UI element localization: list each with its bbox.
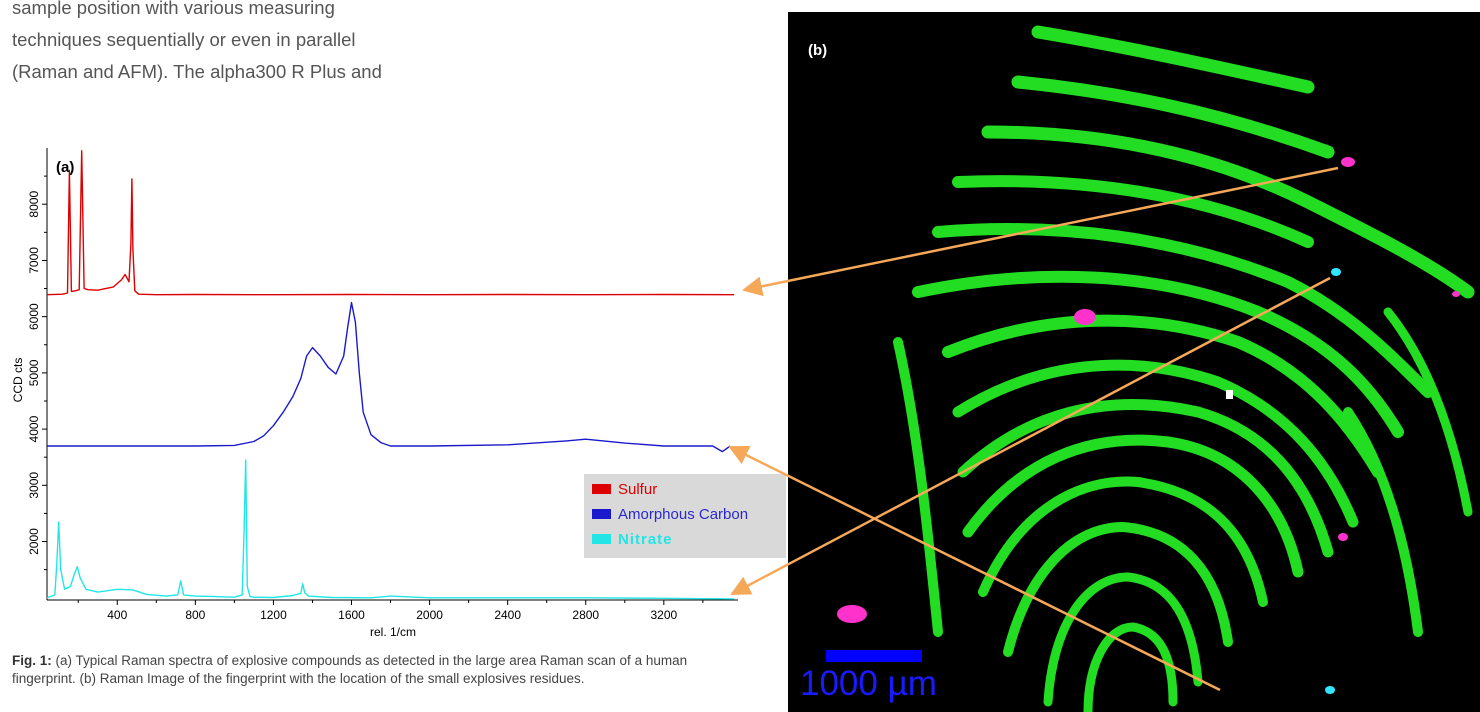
sulfur-spot-4 bbox=[1338, 533, 1348, 541]
intro-line-3: (Raman and AFM). The alpha300 R Plus and bbox=[12, 61, 382, 82]
caption-text: (a) Typical Raman spectra of explosive c… bbox=[12, 653, 688, 686]
scale-bar bbox=[826, 650, 922, 662]
y-tick-label-5000: 5000 bbox=[27, 359, 41, 386]
x-tick-label-2000: 2000 bbox=[416, 608, 443, 622]
y-tick-label-4000: 4000 bbox=[27, 415, 41, 442]
legend-swatch-carbon bbox=[592, 509, 611, 519]
nitrate-spot-1 bbox=[1331, 268, 1341, 276]
chart-legend: Sulfur Amorphous Carbon Nitrate bbox=[584, 474, 786, 558]
image-panel-label: (b) bbox=[808, 42, 828, 59]
legend-item-nitrate: Nitrate bbox=[592, 529, 786, 549]
nitrate-spot-2 bbox=[1325, 686, 1335, 694]
x-tick-label-1200: 1200 bbox=[260, 608, 287, 622]
x-axis-title: rel. 1/cm bbox=[370, 625, 416, 639]
legend-label-sulfur: Sulfur bbox=[618, 480, 658, 498]
legend-label-nitrate: Nitrate bbox=[618, 530, 673, 548]
caption-label: Fig. 1: bbox=[12, 653, 52, 668]
series-line-nitrate bbox=[46, 459, 735, 600]
legend-item-sulfur: Sulfur bbox=[592, 479, 786, 499]
x-tick-label-800: 800 bbox=[185, 608, 205, 622]
series-line-sulfur bbox=[46, 150, 735, 296]
y-tick-label-7000: 7000 bbox=[27, 247, 41, 274]
ridge-1 bbox=[1031, 25, 1315, 94]
ridge-17 bbox=[1383, 307, 1473, 517]
sulfur-spot-3 bbox=[837, 605, 867, 623]
y-tick-label-8000: 8000 bbox=[27, 191, 41, 218]
x-tick-label-1600: 1600 bbox=[338, 608, 365, 622]
legend-swatch-sulfur bbox=[592, 484, 611, 494]
x-tick-label-2800: 2800 bbox=[572, 608, 599, 622]
sulfur-spot-5 bbox=[1452, 291, 1460, 297]
x-tick-label-400: 400 bbox=[107, 608, 127, 622]
intro-line-2: techniques sequentially or even in paral… bbox=[12, 29, 356, 50]
figure-caption: Fig. 1: (a) Typical Raman spectra of exp… bbox=[12, 652, 752, 688]
y-tick-label-6000: 6000 bbox=[27, 303, 41, 330]
sulfur-spot-2 bbox=[1074, 309, 1096, 325]
y-tick-label-2000: 2000 bbox=[27, 528, 41, 555]
x-tick-label-3200: 3200 bbox=[650, 608, 677, 622]
scale-bar-label: 1000 µm bbox=[800, 664, 937, 703]
legend-swatch-nitrate bbox=[592, 534, 611, 544]
white-spot bbox=[1226, 390, 1233, 399]
chart-panel-label: (a) bbox=[56, 159, 74, 176]
legend-item-carbon: Amorphous Carbon bbox=[592, 504, 786, 524]
ridge-2 bbox=[1011, 75, 1335, 159]
fingerprint-raman-image bbox=[788, 12, 1480, 712]
raman-spectra-chart: 400 800 1200 1600 2000 2400 2800 3200 2000 3000 4… bbox=[11, 148, 738, 639]
ridge-16 bbox=[1343, 407, 1423, 637]
intro-paragraph: sample position with various measuring t… bbox=[12, 0, 572, 88]
series-line-amorphous-carbon bbox=[47, 301, 731, 453]
y-tick-label-3000: 3000 bbox=[27, 472, 41, 499]
x-tick-label-2400: 2400 bbox=[494, 608, 521, 622]
legend-label-carbon: Amorphous Carbon bbox=[618, 505, 749, 523]
y-axis-title: CCD cts bbox=[11, 358, 25, 403]
sulfur-spot-1 bbox=[1341, 157, 1355, 167]
intro-line-1: sample position with various measuring bbox=[12, 0, 335, 18]
